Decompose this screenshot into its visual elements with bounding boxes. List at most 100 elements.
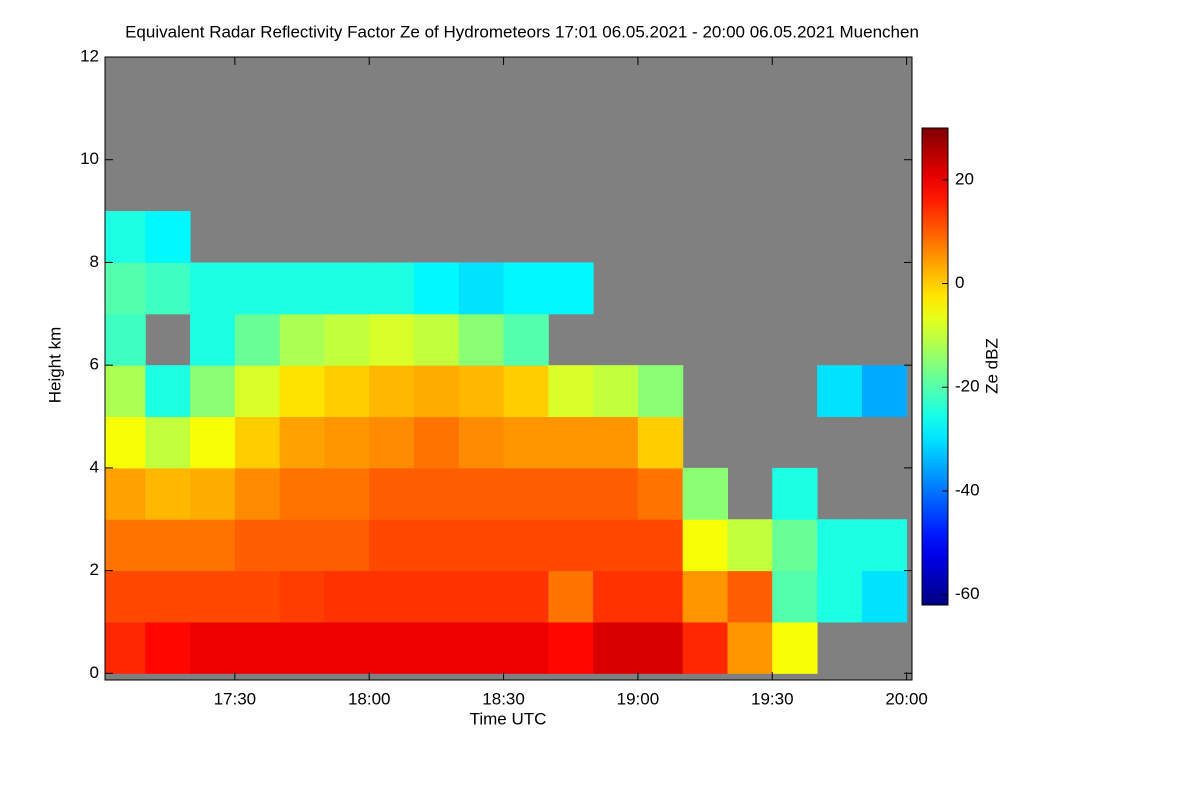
heatmap-cell	[861, 519, 908, 572]
heatmap-cell	[458, 262, 505, 315]
heatmap-cell	[503, 262, 549, 315]
heatmap-cell	[324, 519, 370, 572]
heatmap-cell	[727, 621, 773, 674]
heatmap-cell	[145, 467, 191, 520]
heatmap-cell	[503, 416, 549, 469]
y-tick-label: 2	[90, 560, 99, 579]
heatmap-cell	[413, 621, 460, 674]
x-tick-label: 19:00	[617, 689, 660, 708]
heatmap-cell	[548, 365, 594, 418]
heatmap-cell	[105, 313, 146, 366]
heatmap-cell	[190, 519, 236, 572]
heatmap-cell	[234, 262, 281, 315]
heatmap-cell	[190, 570, 236, 623]
heatmap-cell	[190, 313, 236, 366]
y-tick-label: 4	[90, 457, 99, 476]
heatmap-cell	[637, 621, 684, 674]
heatmap-cell	[105, 211, 146, 263]
heatmap-cell	[324, 313, 370, 366]
heatmap-cell	[458, 313, 505, 366]
heatmap-cell	[369, 416, 415, 469]
heatmap-cell	[548, 262, 594, 315]
heatmap-cell	[369, 262, 415, 315]
heatmap-cell	[324, 262, 370, 315]
heatmap-cell	[279, 621, 325, 674]
heatmap-cell	[105, 570, 146, 623]
heatmap-cell	[772, 570, 818, 623]
heatmap-cell	[593, 365, 639, 418]
heatmap-cell	[458, 519, 505, 572]
heatmap-cell	[861, 365, 908, 418]
heatmap-cell	[413, 467, 460, 520]
heatmap-cell	[190, 467, 236, 520]
heatmap-cell	[503, 313, 549, 366]
heatmap-cell	[503, 519, 549, 572]
x-tick-label: 19:30	[751, 689, 794, 708]
heatmap-cell	[593, 467, 639, 520]
heatmap-cell	[637, 570, 684, 623]
heatmap-cell	[727, 519, 773, 572]
plot-frame	[104, 56, 913, 681]
heatmap-cell	[324, 570, 370, 623]
heatmap-cell	[145, 416, 191, 469]
heatmap-cell	[234, 467, 281, 520]
heatmap-cell	[682, 570, 728, 623]
y-tick-label: 6	[90, 355, 99, 374]
heatmap-cell	[458, 416, 505, 469]
y-tick-label: 10	[80, 149, 99, 168]
heatmap-cell	[145, 365, 191, 418]
heatmap-cell	[145, 621, 191, 674]
x-tick-label: 17:30	[214, 689, 257, 708]
heatmap-cell	[772, 621, 818, 674]
chart-title: Equivalent Radar Reflectivity Factor Ze …	[125, 22, 919, 41]
heatmap-cell	[772, 519, 818, 572]
heatmap-cell	[637, 467, 684, 520]
heatmap-cell	[145, 570, 191, 623]
heatmap-cell	[458, 621, 505, 674]
heatmap-cell	[324, 621, 370, 674]
heatmap-cell	[105, 416, 146, 469]
heatmap-cell	[637, 519, 684, 572]
y-tick-label: 12	[80, 46, 99, 65]
heatmap-cell	[637, 365, 684, 418]
heatmap-cell	[369, 621, 415, 674]
heatmap-cell	[105, 262, 146, 315]
heatmap-cell	[369, 519, 415, 572]
colorbar-tick-label: -40	[955, 480, 980, 499]
heatmap-cell	[234, 313, 281, 366]
heatmap-cell	[548, 416, 594, 469]
heatmap-cell	[503, 621, 549, 674]
y-tick-label: 0	[90, 663, 99, 682]
heatmap	[105, 57, 912, 680]
heatmap-cell	[324, 467, 370, 520]
heatmap-cell	[548, 570, 594, 623]
heatmap-cell	[145, 519, 191, 572]
colorbar-tick-label: -20	[955, 377, 980, 396]
heatmap-cell	[593, 570, 639, 623]
heatmap-cell	[369, 365, 415, 418]
heatmap-cell	[413, 519, 460, 572]
heatmap-cell	[234, 621, 281, 674]
heatmap-cell	[413, 365, 460, 418]
heatmap-cell	[105, 467, 146, 520]
heatmap-cell	[413, 262, 460, 315]
heatmap-cell	[105, 519, 146, 572]
heatmap-cell	[190, 365, 236, 418]
heatmap-cell	[817, 365, 863, 418]
heatmap-cell	[503, 570, 549, 623]
heatmap-cell	[145, 211, 191, 263]
heatmap-cell	[234, 570, 281, 623]
heatmap-cell	[458, 570, 505, 623]
heatmap-cell	[279, 262, 325, 315]
colorbar-tick-label: -60	[955, 584, 980, 603]
heatmap-cell	[817, 570, 863, 623]
heatmap-cell	[682, 621, 728, 674]
heatmap-cell	[190, 621, 236, 674]
heatmap-cell	[190, 262, 236, 315]
heatmap-cell	[413, 313, 460, 366]
heatmap-cell	[279, 570, 325, 623]
heatmap-cell	[145, 262, 191, 315]
heatmap-cell	[727, 570, 773, 623]
heatmap-cell	[458, 467, 505, 520]
